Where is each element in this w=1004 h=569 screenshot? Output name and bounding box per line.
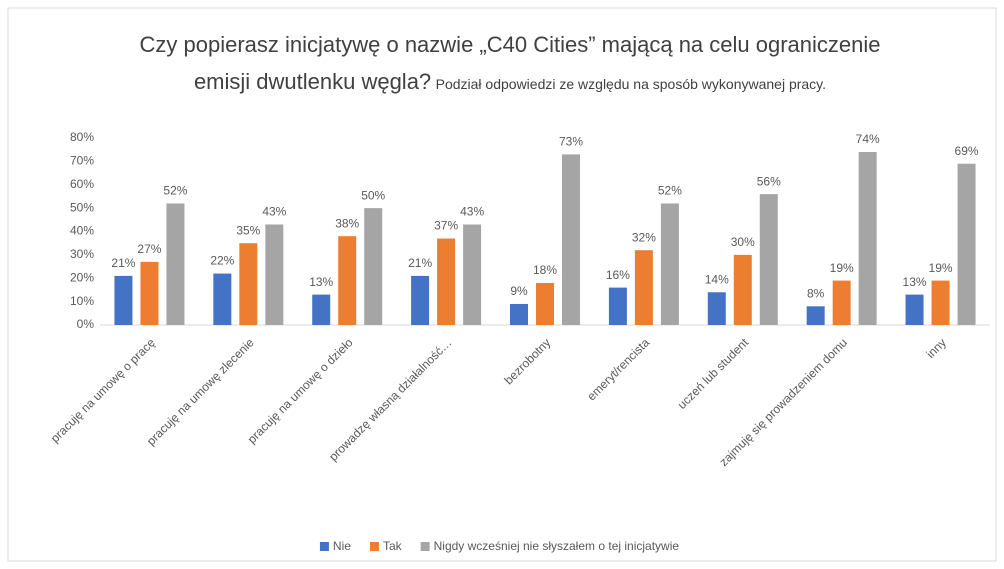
bar <box>759 194 778 325</box>
data-label: 69% <box>955 144 979 158</box>
data-label: 43% <box>262 205 286 219</box>
data-label: 21% <box>111 256 135 270</box>
bar <box>265 224 284 325</box>
bar <box>338 236 357 325</box>
y-tick-label: 30% <box>70 247 94 261</box>
y-tick-label: 60% <box>70 177 94 191</box>
legend-swatch <box>420 542 430 551</box>
bar <box>510 303 528 325</box>
data-label: 56% <box>757 174 781 188</box>
data-label: 37% <box>434 219 458 233</box>
data-label: 50% <box>361 188 385 202</box>
data-label: 38% <box>335 216 359 230</box>
bar <box>140 261 159 325</box>
chart-title: Czy popierasz inicjatywę o nazwie „C40 C… <box>139 32 881 94</box>
y-tick-label: 70% <box>70 154 94 168</box>
legend-label: Tak <box>383 539 403 553</box>
bar <box>312 294 331 325</box>
data-label: 19% <box>929 261 953 275</box>
y-tick-label: 80% <box>70 130 94 144</box>
data-label: 30% <box>731 235 755 249</box>
data-label: 18% <box>533 263 557 277</box>
bar <box>634 250 653 325</box>
legend-label: Nie <box>333 539 351 553</box>
data-label: 9% <box>510 284 528 298</box>
bar <box>660 203 679 325</box>
x-tick-label: bezrobotny <box>501 335 553 387</box>
bar <box>733 254 752 325</box>
data-label: 35% <box>236 223 260 237</box>
bar <box>608 287 627 325</box>
data-label: 74% <box>856 132 880 146</box>
data-label: 52% <box>163 184 187 198</box>
legend-swatch <box>369 542 379 551</box>
data-label: 14% <box>705 272 729 286</box>
data-label: 27% <box>137 242 161 256</box>
data-label: 52% <box>658 184 682 198</box>
bar <box>806 306 825 325</box>
bar <box>114 275 133 325</box>
data-label: 13% <box>903 275 927 289</box>
y-tick-label: 0% <box>77 317 95 331</box>
chart-border <box>7 7 997 562</box>
y-tick-label: 50% <box>70 200 94 214</box>
x-tick-label: uczeń lub student <box>675 335 752 412</box>
bar <box>536 282 554 325</box>
bar <box>239 243 258 325</box>
bar <box>437 238 456 325</box>
data-label: 43% <box>460 205 484 219</box>
y-tick-label: 20% <box>70 270 94 284</box>
legend-swatch <box>319 542 329 551</box>
data-label: 32% <box>632 230 656 244</box>
bar <box>931 280 950 325</box>
chart-subtitle: Podział odpowiedzi ze względu na sposób … <box>435 76 827 92</box>
bar <box>832 280 851 325</box>
data-label: 21% <box>408 256 432 270</box>
bar <box>411 275 430 325</box>
y-tick-label: 10% <box>70 294 94 308</box>
bar <box>905 294 924 325</box>
data-label: 8% <box>807 286 825 300</box>
x-tick-label: inny <box>923 335 948 360</box>
x-tick-label: pracuję na umowę o pracę <box>48 335 158 445</box>
legend-label: Nigdy wcześniej nie słyszałem o tej inic… <box>434 539 680 553</box>
chart-heading: Czy popierasz inicjatywę o nazwie „C40 C… <box>130 28 890 102</box>
data-label: 19% <box>830 261 854 275</box>
x-tick-label: pracuję na umowę zlecenie <box>144 335 257 448</box>
y-tick-label: 40% <box>70 224 94 238</box>
bar <box>166 203 185 325</box>
bar <box>562 154 580 325</box>
bar <box>364 208 383 325</box>
data-label: 73% <box>559 135 583 149</box>
bar <box>213 273 232 325</box>
data-label: 13% <box>309 275 333 289</box>
bar <box>707 292 726 325</box>
bar <box>957 163 976 325</box>
x-tick-label: pracuję na umowę o dzieło <box>245 335 356 446</box>
x-tick-label: emeryt/rencista <box>584 335 652 403</box>
data-label: 22% <box>210 254 234 268</box>
bar <box>858 152 877 325</box>
bar <box>463 224 482 325</box>
data-label: 16% <box>606 268 630 282</box>
